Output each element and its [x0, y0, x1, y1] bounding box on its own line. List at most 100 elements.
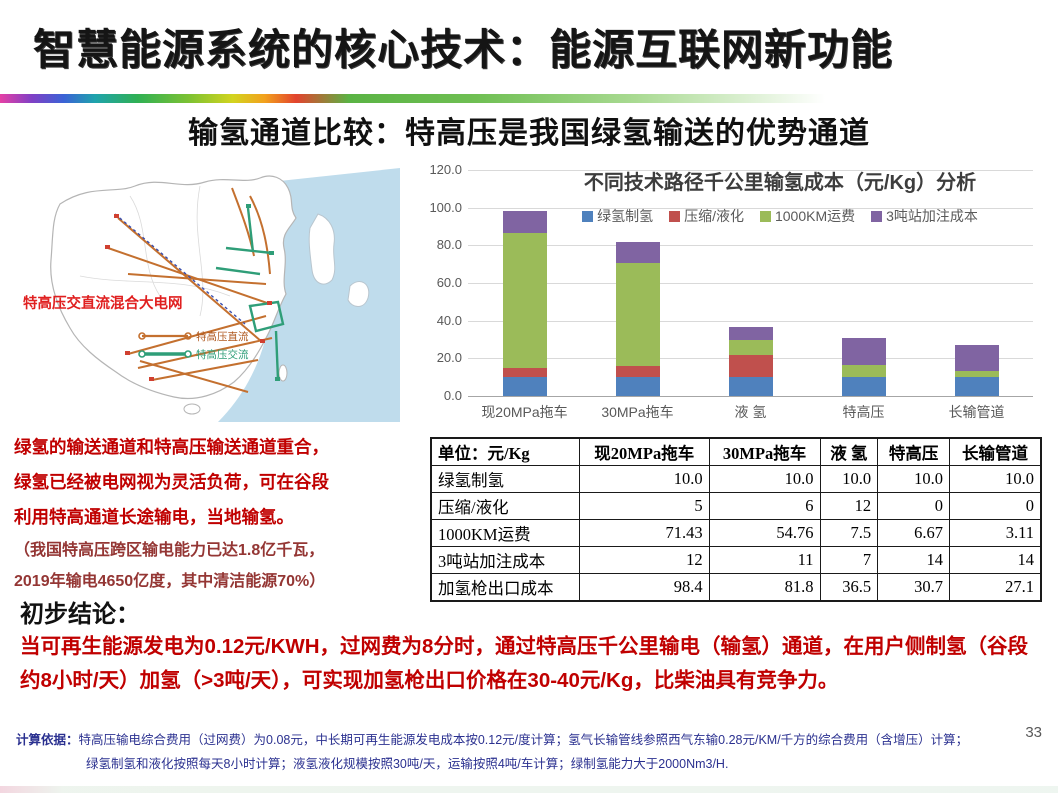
ac-legend-label: 特高压交流	[196, 348, 249, 361]
row-label: 加氢枪出口成本	[430, 573, 580, 602]
cost-chart: 120.0 100.0 80.0 60.0 40.0 20.0 0.0 现20MPa拖车 30M…	[420, 150, 1054, 446]
cell-value: 6	[708, 492, 821, 520]
cell-value: 10.0	[877, 465, 951, 493]
chart-gridline	[468, 170, 1033, 171]
footnote-prefix: 计算依据：	[16, 733, 79, 747]
cell-value: 7	[819, 546, 879, 574]
bar-segment	[502, 233, 547, 368]
y-axis-tick: 0.0	[443, 388, 462, 403]
footnote-text1: 特高压输电综合费用（过网费）为0.08元，中长期可再生能源发电成本按0.12元/…	[78, 733, 969, 747]
x-axis-label: 30MPa拖车	[601, 404, 674, 420]
map-graphic: 特高压交直流混合大电网 特高压直流 特高压交流	[23, 168, 400, 422]
rainbow-divider	[0, 94, 1058, 103]
x-axis-label: 特高压	[842, 404, 885, 420]
chart-gridline	[468, 283, 1033, 284]
bar-2	[615, 242, 660, 396]
hainan-outline	[183, 403, 201, 415]
cell-value: 6.67	[877, 519, 951, 547]
cell-value: 5	[578, 492, 710, 520]
x-axis-label: 长输管道	[948, 404, 1005, 420]
bar-1	[502, 210, 547, 396]
chart-gridline	[468, 245, 1033, 247]
table-header-row: 单位：元/Kg 现20MPa拖车 30MPa拖车液 氢特高压 长输管道	[430, 437, 1042, 466]
chart-legend: 绿氢制氢 压缩/液化 1000KM运费 3吨站加注成本	[510, 206, 1050, 226]
taiwan-outline	[278, 364, 288, 382]
station-markers	[105, 204, 280, 381]
legend-label: 1000KM运费	[774, 208, 856, 224]
cell-value: 12	[819, 492, 879, 520]
y-axis-tick: 100.0	[429, 199, 462, 215]
bar-segment	[728, 377, 773, 396]
bar-5	[954, 344, 999, 396]
bar-segment	[502, 367, 547, 378]
footnote-line1: 计算依据：特高压输电综合费用（过网费）为0.08元，中长期可再生能源发电成本按0…	[16, 729, 968, 748]
x-axis-label: 液 氢	[734, 404, 767, 420]
cell-value: 71.43	[578, 519, 710, 547]
note-paren-line: （我国特高压跨区输电能力已达1.8亿千瓦，	[14, 542, 325, 559]
cell-value: 14	[877, 546, 951, 574]
cell-value: 10.0	[578, 465, 710, 493]
row-label: 3吨站加注成本	[430, 546, 580, 574]
row-label: 压缩/液化	[430, 492, 580, 520]
table-header-cell: 特高压	[877, 437, 951, 466]
bar-segment	[728, 327, 773, 341]
cell-value: 36.5	[819, 573, 879, 602]
legend-item: 绿氢制氢	[582, 206, 653, 226]
slide-subtitle: 输氢通道比较：特高压是我国绿氢输送的优势通道	[188, 117, 870, 150]
y-axis-tick: 40.0	[436, 312, 462, 328]
left-note: 绿氢的输送通道和特高压输送通道重合， 绿氢已经被电网视为灵活负荷，可在谷段 利用…	[14, 430, 426, 597]
chart-gridline	[468, 320, 1033, 322]
cell-value: 3.11	[949, 519, 1042, 547]
cell-value: 27.1	[949, 573, 1042, 602]
dc-legend-label: 特高压直流	[196, 330, 249, 343]
table-row: 1000KM运费 71.43 54.76 7.5 6.67 3.11	[430, 519, 1042, 547]
note-paren-line: 2019年输电4650亿度，其中清洁能源70%）	[14, 573, 326, 590]
bar-segment	[728, 340, 773, 355]
conclusion-heading: 初步结论：	[20, 601, 140, 628]
row-label: 绿氢制氢	[430, 465, 580, 493]
legend-swatch-icon	[669, 210, 681, 222]
table-header-cell: 30MPa拖车	[708, 437, 821, 466]
cell-value: 10.0	[949, 465, 1042, 493]
cell-value: 98.4	[578, 573, 710, 602]
y-axis-tick: 20.0	[436, 350, 462, 366]
table-header-cell: 单位：元/Kg	[430, 437, 580, 466]
x-axis-label: 现20MPa拖车	[481, 404, 568, 420]
bar-segment	[615, 377, 660, 396]
map-legend: 特高压直流 特高压交流	[138, 330, 249, 361]
bar-segment	[954, 371, 999, 378]
y-axis-tick: 60.0	[436, 275, 462, 290]
bar-segment	[841, 377, 886, 396]
china-outline	[50, 175, 297, 400]
y-axis-tick: 120.0	[429, 162, 462, 177]
bar-segment	[954, 344, 999, 372]
chart-gridline	[468, 207, 1033, 209]
cell-value: 10.0	[708, 465, 821, 493]
map-title-label: 特高压交直流混合大电网	[23, 294, 183, 312]
china-uhv-map: 特高压交直流混合大电网 特高压直流 特高压交流	[20, 156, 400, 422]
ac-legend-endcap-icon	[184, 350, 192, 358]
table-row: 加氢枪出口成本 98.4 81.8 36.5 30.7 27.1	[430, 573, 1042, 602]
cell-value: 10.0	[819, 465, 879, 493]
note-line: 绿氢的输送通道和特高压输送通道重合，	[14, 437, 329, 457]
chart-gridline	[468, 396, 1033, 397]
y-axis-tick: 80.0	[436, 237, 462, 253]
footnote-text2: 绿氢制氢和液化按照每天8小时计算；液氢液化规模按照30吨/天，运输按照4吨/车计…	[86, 757, 729, 771]
chart-plot: 120.0 100.0 80.0 60.0 40.0 20.0 0.0 现20MPa拖车 30M…	[429, 162, 1033, 420]
row-label: 1000KM运费	[430, 519, 580, 547]
page-title: 智慧能源系统的核心技术：能源互联网新功能	[33, 26, 894, 73]
dc-legend-endcap-icon	[184, 332, 192, 340]
cell-value: 54.76	[708, 519, 821, 547]
bar-segment	[615, 262, 660, 366]
bar-segment	[954, 377, 999, 396]
legend-label: 3吨站加注成本	[886, 208, 978, 224]
sea-area	[218, 168, 400, 422]
legend-swatch-icon	[582, 210, 594, 222]
legend-swatch-icon	[871, 210, 883, 222]
province-borders	[79, 185, 231, 317]
bar-segment	[502, 377, 547, 396]
note-line: 利用特高通道长途输电，当地输氢。	[14, 507, 294, 527]
conclusion-text: 当可再生能源发电为0.12元/KWH，过网费为8分时，通过特高压千公里输电（输氢…	[20, 635, 1028, 692]
legend-label: 压缩/液化	[684, 208, 744, 224]
